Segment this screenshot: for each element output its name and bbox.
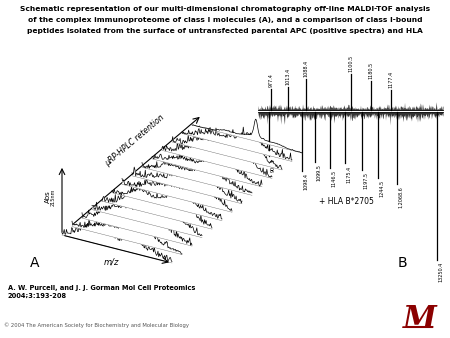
Text: 1197.5: 1197.5	[363, 172, 368, 189]
Text: 977.4: 977.4	[269, 73, 274, 87]
Text: A. W. Purcell, and J. J. Gorman Mol Cell Proteomics: A. W. Purcell, and J. J. Gorman Mol Cell…	[8, 285, 195, 291]
Text: 1177.4: 1177.4	[389, 71, 394, 88]
Text: © 2004 The American Society for Biochemistry and Molecular Biology: © 2004 The American Society for Biochemi…	[4, 322, 189, 328]
Text: Schematic representation of our multi-dimensional chromatography off-line MALDI-: Schematic representation of our multi-di…	[20, 6, 430, 12]
Text: peptides isolated from the surface of untransfected parental APC (positive spect: peptides isolated from the surface of un…	[27, 28, 423, 34]
Text: 215nm: 215nm	[50, 188, 55, 206]
Text: 1180.5: 1180.5	[369, 62, 373, 79]
Text: M: M	[403, 305, 437, 336]
Text: 1175.4: 1175.4	[346, 166, 351, 183]
Text: 1013.4: 1013.4	[285, 68, 290, 84]
Text: 1099.5: 1099.5	[317, 164, 322, 181]
Text: 904.4: 904.4	[270, 158, 275, 172]
Text: Abs: Abs	[45, 191, 51, 203]
Text: m/z: m/z	[104, 257, 119, 266]
Text: 13250.4: 13250.4	[439, 262, 444, 283]
Text: 1088.4: 1088.4	[304, 60, 309, 77]
Text: + HLA B*2705: + HLA B*2705	[319, 197, 374, 206]
Text: 1146.5: 1146.5	[332, 170, 337, 187]
Text: 2004;3:193-208: 2004;3:193-208	[8, 293, 67, 299]
Text: B: B	[397, 256, 407, 270]
Text: 1100.5: 1100.5	[348, 54, 353, 72]
Text: 1244.5: 1244.5	[380, 179, 385, 197]
Text: μRP-HPLC retention: μRP-HPLC retention	[103, 113, 166, 168]
Text: 1098.4: 1098.4	[304, 173, 309, 190]
Text: 1,2068.6: 1,2068.6	[398, 186, 403, 208]
Text: A: A	[30, 256, 40, 270]
Text: of the complex immunoproteome of class I molecules (A), and a comparison of clas: of the complex immunoproteome of class I…	[28, 17, 422, 23]
